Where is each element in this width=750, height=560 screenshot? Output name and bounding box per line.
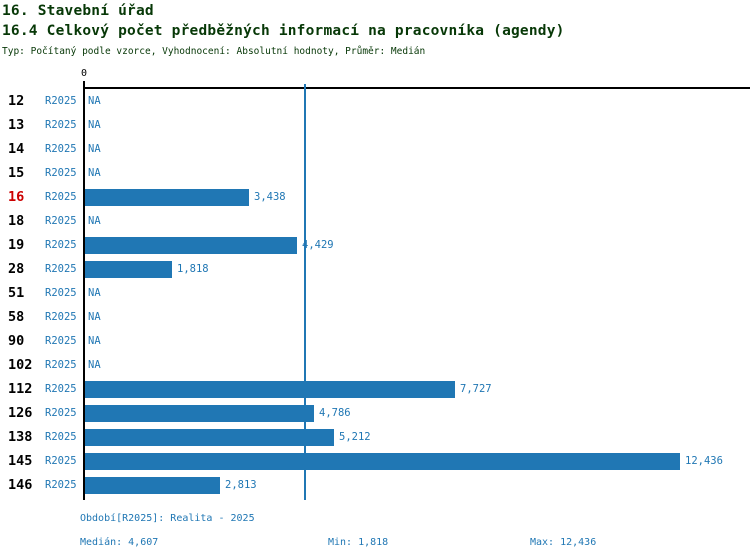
median-line [304, 84, 306, 500]
row-period-label: R2025 [45, 239, 77, 251]
chart-row: 138 R2025 5,212 [0, 425, 750, 449]
value-label: 4,429 [302, 239, 334, 251]
chart-row: 28 R2025 1,818 [0, 257, 750, 281]
value-bar [85, 260, 172, 278]
value-bar [85, 404, 314, 422]
row-period-label: R2025 [45, 287, 77, 299]
row-number-label: 112 [8, 381, 33, 397]
row-period-label: R2025 [45, 383, 77, 395]
value-label: 2,813 [225, 479, 257, 491]
row-number-label: 126 [8, 405, 33, 421]
value-label: 7,727 [460, 383, 492, 395]
y-axis-line [83, 88, 85, 500]
chart-row: 14 R2025 NA [0, 137, 750, 161]
value-label: NA [88, 143, 101, 155]
row-period-label: R2025 [45, 167, 77, 179]
row-period-label: R2025 [45, 431, 77, 443]
value-label: 5,212 [339, 431, 371, 443]
row-period-label: R2025 [45, 95, 77, 107]
report-title: 16. Stavební úřad [2, 3, 154, 19]
value-label: NA [88, 95, 101, 107]
row-number-label: 19 [8, 237, 25, 253]
value-label: NA [88, 167, 101, 179]
row-period-label: R2025 [45, 335, 77, 347]
chart-rows: 12 R2025 NA 13 R2025 NA 14 R2025 NA 15 R… [0, 89, 750, 497]
value-bar [85, 476, 220, 494]
value-label: NA [88, 215, 101, 227]
row-number-label: 90 [8, 333, 25, 349]
value-label: 3,438 [254, 191, 286, 203]
row-number-label: 146 [8, 477, 33, 493]
report-subtitle: 16.4 Celkový počet předběžných informací… [2, 23, 565, 39]
value-bar [85, 428, 334, 446]
row-number-label: 138 [8, 429, 33, 445]
chart-row: 112 R2025 7,727 [0, 377, 750, 401]
value-label: NA [88, 359, 101, 371]
value-label: 1,818 [177, 263, 209, 275]
row-number-label: 58 [8, 309, 25, 325]
row-period-label: R2025 [45, 359, 77, 371]
x-axis-zero-label: 0 [80, 68, 88, 79]
value-bar [85, 236, 297, 254]
value-bar [85, 452, 680, 470]
chart-row: 19 R2025 4,429 [0, 233, 750, 257]
value-label: NA [88, 311, 101, 323]
footer-median-stat: Medián: 4,607 [80, 537, 159, 548]
chart-row: 90 R2025 NA [0, 329, 750, 353]
value-label: NA [88, 287, 101, 299]
row-period-label: R2025 [45, 311, 77, 323]
row-period-label: R2025 [45, 215, 77, 227]
chart-row: 51 R2025 NA [0, 281, 750, 305]
row-period-label: R2025 [45, 407, 77, 419]
chart-row: 15 R2025 NA [0, 161, 750, 185]
row-number-label: 145 [8, 453, 33, 469]
footer-max-stat: Max: 12,436 [530, 537, 597, 548]
value-label: NA [88, 119, 101, 131]
row-number-label: 16 [8, 189, 25, 205]
row-period-label: R2025 [45, 263, 77, 275]
value-label: 4,786 [319, 407, 351, 419]
x-axis-line [83, 87, 750, 89]
row-number-label: 51 [8, 285, 25, 301]
row-period-label: R2025 [45, 455, 77, 467]
row-period-label: R2025 [45, 143, 77, 155]
footer-period-label: Období[R2025]: Realita - 2025 [80, 513, 255, 524]
row-number-label: 15 [8, 165, 25, 181]
chart-row: 13 R2025 NA [0, 113, 750, 137]
chart-row: 58 R2025 NA [0, 305, 750, 329]
footer-min-stat: Min: 1,818 [328, 537, 389, 548]
chart-row: 145 R2025 12,436 [0, 449, 750, 473]
chart-row: 146 R2025 2,813 [0, 473, 750, 497]
row-number-label: 14 [8, 141, 25, 157]
value-bar [85, 380, 455, 398]
chart-row: 18 R2025 NA [0, 209, 750, 233]
chart-row: 126 R2025 4,786 [0, 401, 750, 425]
row-number-label: 12 [8, 93, 25, 109]
row-period-label: R2025 [45, 479, 77, 491]
row-number-label: 13 [8, 117, 25, 133]
chart-row: 16 R2025 3,438 [0, 185, 750, 209]
value-label: NA [88, 335, 101, 347]
value-label: 12,436 [685, 455, 723, 467]
row-period-label: R2025 [45, 119, 77, 131]
row-period-label: R2025 [45, 191, 77, 203]
row-number-label: 28 [8, 261, 25, 277]
report-meta-line: Typ: Počítaný podle vzorce, Vyhodnocení:… [2, 46, 426, 57]
chart-row: 102 R2025 NA [0, 353, 750, 377]
chart-row: 12 R2025 NA [0, 89, 750, 113]
value-bar [85, 188, 249, 206]
x-axis-zero-tick [83, 81, 85, 88]
row-number-label: 18 [8, 213, 25, 229]
row-number-label: 102 [8, 357, 33, 373]
